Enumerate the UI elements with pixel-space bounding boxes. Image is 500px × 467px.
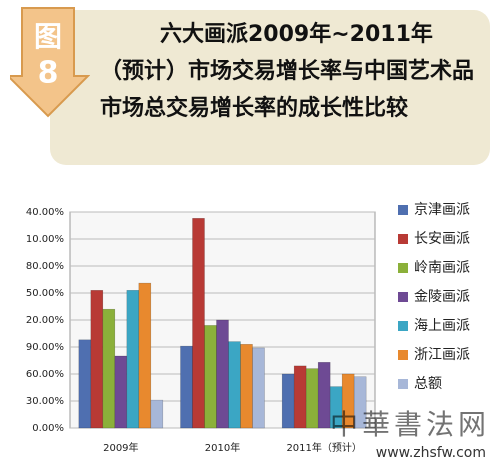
chart: 0.00% 30.00% 60.00% 90.00% 20.00% 50.00% 80.00… xyxy=(26,202,470,454)
bar xyxy=(252,347,265,429)
bar xyxy=(305,368,319,429)
y-tick-label: 0.00% xyxy=(32,423,64,434)
y-tick-label: 50.00% xyxy=(26,288,64,299)
bar xyxy=(317,362,331,429)
legend-label: 海上画派 xyxy=(414,318,470,334)
x-tick-label: 2009年 xyxy=(103,441,138,454)
bar xyxy=(228,341,241,429)
bar xyxy=(102,308,116,429)
y-tick-label: 40.00% xyxy=(26,207,64,218)
chart-title: 六大画派2009年~2011年（预计）市场交易增长率与中国艺术品市场总交易增长率… xyxy=(100,22,475,121)
legend-swatch xyxy=(398,205,408,215)
y-tick-label: 80.00% xyxy=(26,261,64,272)
badge-number: 8 xyxy=(38,56,59,91)
bar xyxy=(281,373,295,429)
title-banner xyxy=(50,10,490,165)
legend-label: 浙江画派 xyxy=(414,347,470,363)
bar xyxy=(240,344,253,429)
watermark-site: www.zhsfw.com xyxy=(375,445,486,461)
x-tick-label: 2011年（预计） xyxy=(286,441,361,454)
bar xyxy=(216,319,229,429)
watermark-brand: 中華書法网 xyxy=(329,408,490,441)
bar xyxy=(150,399,164,429)
legend-swatch xyxy=(398,379,408,389)
bar xyxy=(180,345,193,429)
bar xyxy=(126,290,140,429)
legend-label: 岭南画派 xyxy=(414,260,470,276)
legend-swatch xyxy=(398,321,408,331)
legend-label: 京津画派 xyxy=(414,202,470,218)
bar xyxy=(353,376,367,429)
y-tick-label: 10.00% xyxy=(26,234,64,245)
badge-char: 图 xyxy=(34,20,62,53)
y-tick-label: 20.00% xyxy=(26,315,64,326)
badge: 图 8 xyxy=(10,7,90,118)
legend-swatch xyxy=(398,263,408,273)
bar xyxy=(204,325,217,429)
bar xyxy=(293,365,307,429)
bar xyxy=(114,355,128,429)
bar xyxy=(192,218,205,429)
bar xyxy=(78,339,92,429)
badge-arrow xyxy=(10,7,90,118)
y-tick-label: 30.00% xyxy=(26,396,64,407)
y-tick-label: 90.00% xyxy=(26,342,64,353)
bar xyxy=(138,282,152,429)
x-tick-label: 2010年 xyxy=(205,441,240,454)
legend-swatch xyxy=(398,350,408,360)
legend-label: 金陵画派 xyxy=(414,289,470,305)
legend-label: 总额 xyxy=(414,376,442,392)
bar xyxy=(90,290,104,429)
y-tick-label: 60.00% xyxy=(26,369,64,380)
legend-label: 长安画派 xyxy=(414,231,470,247)
legend-swatch xyxy=(398,292,408,302)
legend-swatch xyxy=(398,234,408,244)
